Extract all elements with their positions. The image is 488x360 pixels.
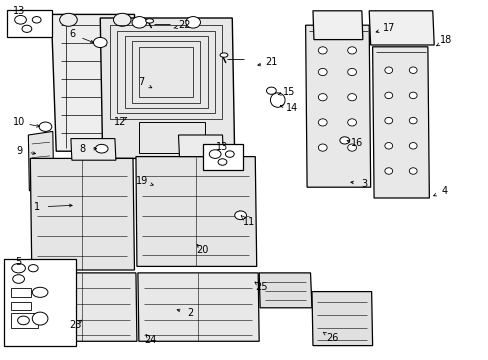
Polygon shape [311,292,372,346]
Ellipse shape [185,17,200,28]
Ellipse shape [347,94,356,101]
Bar [203,144,243,170]
Text: 15: 15 [283,87,295,97]
Text: 20: 20 [196,245,208,255]
Polygon shape [372,47,428,198]
Ellipse shape [347,47,356,54]
Ellipse shape [225,151,234,157]
Ellipse shape [220,53,227,57]
Text: 3: 3 [361,179,366,189]
Text: 19: 19 [135,176,148,186]
Bar [11,288,31,297]
Text: 25: 25 [255,282,267,292]
Ellipse shape [408,117,416,124]
Ellipse shape [318,68,326,76]
Ellipse shape [318,144,326,151]
Text: 8: 8 [79,144,85,154]
Ellipse shape [266,87,276,94]
Ellipse shape [15,15,26,24]
Ellipse shape [408,143,416,149]
Text: 5: 5 [16,257,21,267]
Ellipse shape [347,144,356,151]
Ellipse shape [384,168,392,174]
Ellipse shape [347,68,356,76]
Ellipse shape [93,37,107,48]
Text: 2: 2 [187,308,193,318]
Text: 22: 22 [178,20,191,30]
Bar [139,47,193,97]
Polygon shape [28,131,54,191]
Text: 1: 1 [34,202,40,212]
Bar [132,41,200,103]
Ellipse shape [384,117,392,124]
Ellipse shape [209,150,221,158]
Bar [11,313,38,328]
Text: 14: 14 [285,103,298,113]
Ellipse shape [95,144,108,153]
Text: 7: 7 [138,77,143,87]
Polygon shape [30,158,134,270]
Ellipse shape [384,67,392,73]
Polygon shape [51,14,139,151]
Ellipse shape [408,92,416,99]
Ellipse shape [270,93,285,107]
Ellipse shape [318,94,326,101]
Ellipse shape [22,25,32,32]
Text: 6: 6 [69,29,75,39]
Bar [139,122,205,153]
Ellipse shape [145,19,153,23]
Polygon shape [71,139,116,160]
Polygon shape [138,273,259,341]
Polygon shape [305,25,370,187]
Ellipse shape [384,143,392,149]
Ellipse shape [384,92,392,99]
Ellipse shape [347,119,356,126]
Bar [11,302,31,310]
Ellipse shape [318,119,326,126]
Ellipse shape [234,211,246,220]
Ellipse shape [18,316,29,325]
Polygon shape [368,11,433,45]
Ellipse shape [60,13,77,26]
Polygon shape [29,273,137,341]
Ellipse shape [408,168,416,174]
Text: 13: 13 [216,141,228,152]
Text: 17: 17 [382,23,394,33]
Ellipse shape [132,17,146,28]
Text: 23: 23 [69,320,82,330]
Bar [124,36,207,108]
Ellipse shape [28,265,38,272]
Text: 10: 10 [12,117,25,127]
Ellipse shape [13,275,24,283]
Polygon shape [136,157,256,266]
Text: 24: 24 [144,335,157,345]
Bar [4,259,76,346]
Text: 12: 12 [113,117,126,127]
Text: 18: 18 [439,35,451,45]
Ellipse shape [12,264,25,273]
Text: 26: 26 [325,333,338,343]
Bar [7,10,52,37]
Text: 4: 4 [441,186,447,196]
Text: 13: 13 [13,6,26,16]
Polygon shape [178,135,223,157]
Text: 21: 21 [265,57,278,67]
Ellipse shape [408,67,416,73]
Ellipse shape [32,312,48,325]
Text: 11: 11 [243,217,255,228]
Text: 16: 16 [350,138,363,148]
Polygon shape [259,273,311,308]
Ellipse shape [32,17,41,23]
Ellipse shape [113,13,131,26]
Ellipse shape [32,287,48,297]
Ellipse shape [39,122,52,131]
Polygon shape [312,11,362,40]
Bar [117,31,215,113]
Bar [110,25,222,119]
Ellipse shape [318,47,326,54]
Text: 9: 9 [17,146,22,156]
Ellipse shape [339,137,349,144]
Ellipse shape [218,159,226,165]
Polygon shape [100,18,234,158]
